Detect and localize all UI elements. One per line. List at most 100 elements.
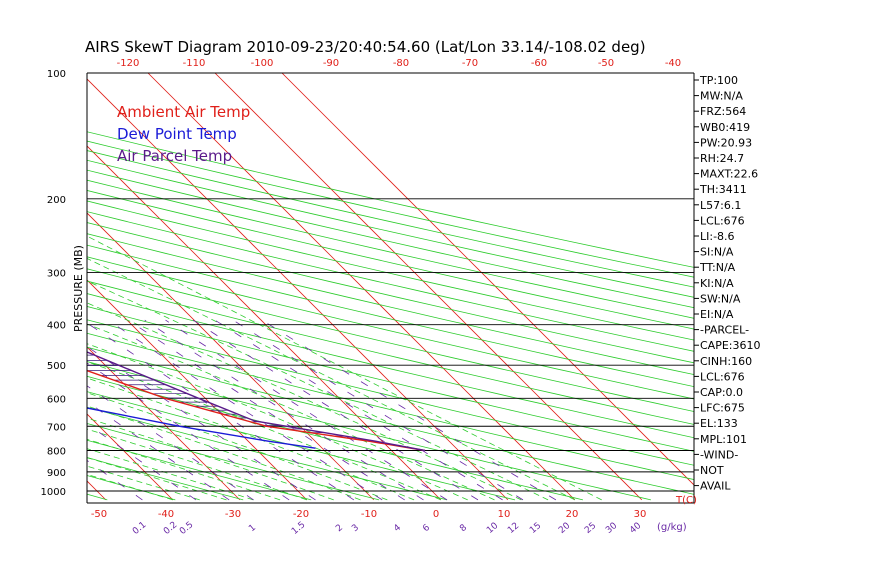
pressure-tick-label: 600 xyxy=(47,394,66,405)
isotherm-line xyxy=(281,73,694,486)
index-label: KI:N/A xyxy=(700,277,734,290)
bottom-temp-tick-label: -10 xyxy=(361,509,377,520)
bottom-temp-tick-label: -50 xyxy=(91,509,107,520)
pressure-tick-label: 100 xyxy=(47,69,66,80)
legend-entry: Ambient Air Temp xyxy=(117,103,250,121)
isotherm-line xyxy=(0,64,39,500)
pressure-tick-label: 700 xyxy=(47,422,66,433)
index-label: TT:N/A xyxy=(699,261,736,274)
mixing-ratio-line xyxy=(261,319,557,501)
dry-adiabat-line xyxy=(87,200,694,341)
index-label: CAP:0.0 xyxy=(700,386,743,399)
ambient-temp-line xyxy=(87,369,426,452)
index-label: SW:N/A xyxy=(700,292,741,305)
top-temp-tick-label: -60 xyxy=(531,58,547,69)
dry-adiabat-line xyxy=(87,306,694,452)
index-label: PW:20.93 xyxy=(700,136,752,149)
pressure-tick-label: 200 xyxy=(47,195,66,206)
top-temp-tick-label: -120 xyxy=(117,58,140,69)
dry-adiabat-line xyxy=(87,391,516,501)
mixing-ratio-label: 4 xyxy=(392,523,403,535)
moist-adiabat-line xyxy=(87,280,549,501)
index-label: NOT xyxy=(700,464,724,477)
mixing-ratio-line xyxy=(87,459,143,501)
dry-adiabat-line xyxy=(87,150,694,288)
pressure-tick-label: 300 xyxy=(47,268,66,279)
mixing-ratio-label: 8 xyxy=(458,523,469,535)
index-label: L57:6.1 xyxy=(700,199,741,212)
moist-adiabat-line xyxy=(87,448,254,501)
index-label: FRZ:564 xyxy=(700,105,746,118)
index-label: MAXT:22.6 xyxy=(700,168,758,181)
index-label: TH:3411 xyxy=(699,183,747,196)
mixing-ratio-label: 1 xyxy=(247,523,258,534)
y-axis-label: PRESSURE (MB) xyxy=(72,245,85,332)
index-label: LCL:676 xyxy=(700,370,745,383)
index-label: -PARCEL- xyxy=(700,324,749,337)
dry-adiabat-line xyxy=(87,268,694,412)
mixing-ratio-label: 1.5 xyxy=(290,520,307,537)
isotherm-line xyxy=(214,73,643,501)
chart-title: AIRS SkewT Diagram 2010-09-23/20:40:54.6… xyxy=(85,38,646,56)
dry-adiabat-line xyxy=(87,179,694,319)
mixing-ratio-label: 2 xyxy=(334,523,345,534)
bottom-temp-unit-label: T(C) xyxy=(675,495,697,506)
dry-adiabat-line xyxy=(87,131,694,268)
isotherm-line xyxy=(87,212,375,501)
dry-adiabat-line xyxy=(87,346,694,495)
moist-adiabat-line xyxy=(87,343,468,501)
index-label: EI:N/A xyxy=(700,308,734,321)
moist-adiabat-line xyxy=(87,405,361,501)
dry-adiabat-line xyxy=(87,280,694,425)
dry-adiabat-line xyxy=(87,332,694,480)
mixing-ratio-line xyxy=(0,320,31,500)
moist-adiabat-line xyxy=(87,392,388,501)
dry-adiabat-line xyxy=(87,457,244,501)
dew-point-line xyxy=(87,407,316,449)
bottom-temp-tick-label: 0 xyxy=(433,509,439,520)
parcel-temp-line xyxy=(87,351,426,452)
mixing-ratio-label: 15 xyxy=(528,521,543,536)
dry-adiabat-line xyxy=(87,159,694,298)
isotherm-line xyxy=(147,73,576,501)
index-label: TP:100 xyxy=(699,74,738,87)
moist-adiabat-line xyxy=(87,465,200,501)
pressure-tick-label: 800 xyxy=(47,446,66,457)
dry-adiabat-line xyxy=(87,233,694,375)
mixing-ratio-label: 20 xyxy=(557,521,572,536)
index-label: MPL:101 xyxy=(700,433,747,446)
index-label: CAPE:3610 xyxy=(700,339,761,352)
mixing-ratio-label: 0.2 xyxy=(162,520,179,537)
mixing-ratio-label: 0.1 xyxy=(131,520,148,537)
index-label: SI:N/A xyxy=(700,246,734,259)
mixing-ratio-label: 30 xyxy=(604,521,619,536)
bottom-temp-tick-label: 30 xyxy=(634,509,647,520)
moist-adiabat-line xyxy=(87,361,442,501)
index-label: LFC:675 xyxy=(700,402,745,415)
dry-adiabat-line xyxy=(87,361,651,501)
dry-adiabat-line xyxy=(87,293,694,439)
index-label: -WIND- xyxy=(700,448,738,461)
moist-adiabat-line xyxy=(87,323,495,501)
pressure-tick-label: 400 xyxy=(47,321,66,332)
index-label: LCL:676 xyxy=(700,214,745,227)
index-label: EL:133 xyxy=(700,417,738,430)
index-label: LI:-8.6 xyxy=(700,230,735,243)
index-label: MW:N/A xyxy=(700,90,743,103)
dry-adiabat-line xyxy=(87,211,694,352)
dry-adiabat-line xyxy=(87,493,108,501)
dry-adiabat-line xyxy=(87,244,694,388)
mixing-ratio-line xyxy=(107,319,383,501)
moist-adiabat-line xyxy=(87,457,227,501)
dry-adiabat-line xyxy=(87,406,448,501)
dry-adiabat-line xyxy=(87,256,694,400)
top-temp-tick-label: -100 xyxy=(251,58,274,69)
dry-adiabat-line xyxy=(87,169,694,309)
bottom-temp-tick-label: 10 xyxy=(498,509,511,520)
mixing-ratio-label: 3 xyxy=(350,523,361,534)
top-temp-tick-label: -40 xyxy=(665,58,681,69)
index-label: AVAIL xyxy=(700,480,731,493)
moist-adiabat-line xyxy=(87,428,308,501)
